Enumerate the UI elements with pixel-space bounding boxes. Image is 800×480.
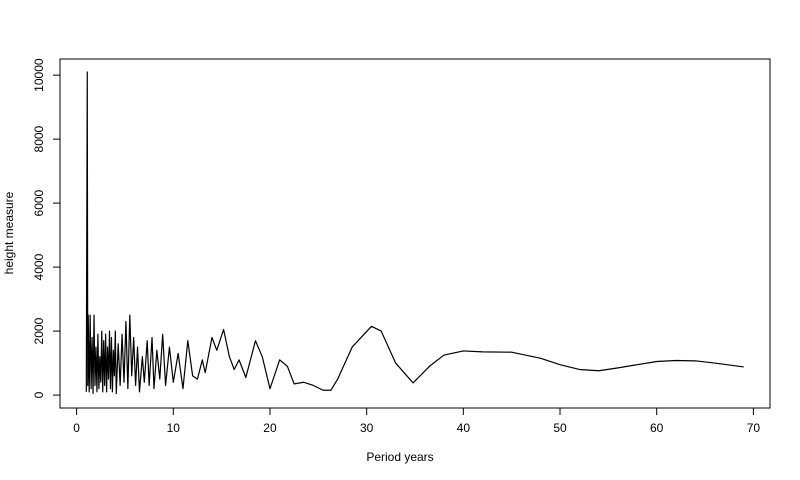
x-axis-label: Period years [366, 450, 433, 464]
x-tick-label: 40 [457, 421, 471, 435]
y-tick-label: 10000 [32, 58, 46, 92]
y-tick-label: 8000 [32, 125, 46, 152]
y-tick-label: 0 [32, 391, 46, 398]
x-tick-label: 70 [747, 421, 761, 435]
data-line [85, 71, 744, 395]
plot-box [59, 58, 771, 409]
x-tick-label: 60 [650, 421, 664, 435]
x-tick-label: 20 [263, 421, 277, 435]
x-tick-label: 50 [553, 421, 567, 435]
y-tick-label: 4000 [32, 253, 46, 280]
y-tick-label: 2000 [32, 317, 46, 344]
x-tick-label: 30 [360, 421, 374, 435]
y-axis-label: height measure [2, 191, 16, 274]
x-tick-label: 0 [73, 421, 80, 435]
y-tick-label: 6000 [32, 189, 46, 216]
x-tick-label: 10 [167, 421, 181, 435]
